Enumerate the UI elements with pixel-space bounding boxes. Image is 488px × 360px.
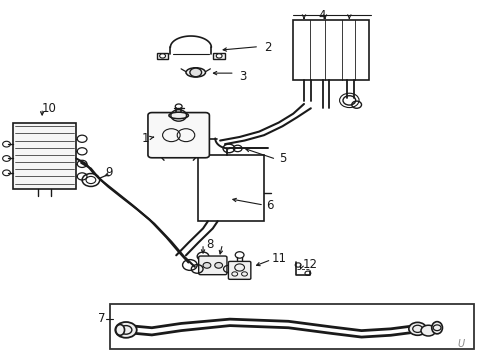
Bar bbox=[157, 53, 168, 59]
Text: 6: 6 bbox=[266, 199, 273, 212]
Circle shape bbox=[159, 54, 165, 58]
Text: 10: 10 bbox=[42, 102, 57, 115]
Circle shape bbox=[420, 325, 435, 336]
Circle shape bbox=[115, 322, 137, 338]
Text: 9: 9 bbox=[105, 166, 113, 179]
Bar bbox=[110, 304, 473, 348]
Text: 2: 2 bbox=[264, 41, 271, 54]
Circle shape bbox=[216, 54, 222, 58]
Bar bbox=[293, 21, 368, 80]
Text: 7: 7 bbox=[98, 312, 105, 325]
Ellipse shape bbox=[168, 112, 188, 119]
Circle shape bbox=[189, 68, 201, 77]
Circle shape bbox=[408, 322, 426, 335]
Circle shape bbox=[214, 262, 222, 268]
Circle shape bbox=[203, 262, 210, 268]
Text: 3: 3 bbox=[239, 69, 246, 82]
Text: 12: 12 bbox=[303, 258, 317, 271]
Text: 1: 1 bbox=[142, 132, 149, 145]
FancyBboxPatch shape bbox=[148, 113, 209, 158]
Text: 5: 5 bbox=[278, 152, 285, 165]
Text: U: U bbox=[457, 339, 464, 349]
FancyBboxPatch shape bbox=[228, 261, 250, 279]
Bar bbox=[198, 155, 264, 221]
FancyBboxPatch shape bbox=[198, 256, 226, 275]
Ellipse shape bbox=[431, 321, 442, 334]
Text: 8: 8 bbox=[206, 238, 214, 251]
Text: 4: 4 bbox=[318, 9, 325, 22]
Bar bbox=[213, 53, 224, 59]
Ellipse shape bbox=[185, 68, 205, 77]
Bar bbox=[13, 123, 76, 189]
Ellipse shape bbox=[116, 324, 124, 335]
Text: 11: 11 bbox=[271, 252, 286, 265]
